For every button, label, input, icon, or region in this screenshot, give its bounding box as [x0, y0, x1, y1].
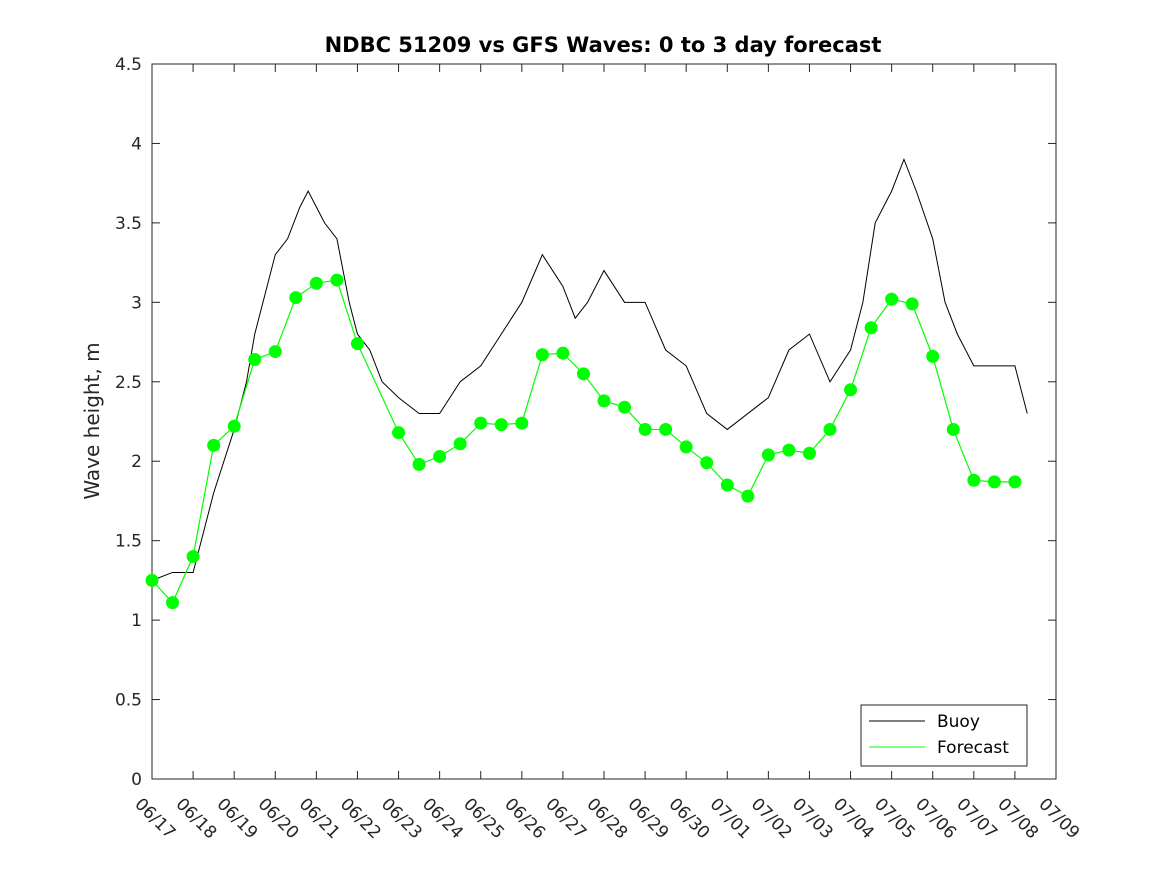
x-tick-label: 06/20 — [254, 794, 303, 843]
forecast-point — [392, 426, 406, 440]
forecast-point — [330, 273, 344, 287]
y-tick-label: 4 — [131, 134, 142, 154]
forecast-point — [166, 596, 180, 610]
forecast-point — [905, 297, 919, 311]
y-tick-label: 3.5 — [115, 214, 142, 234]
forecast-point — [700, 456, 714, 470]
x-tick-label: 06/27 — [541, 794, 590, 843]
chart-title: NDBC 51209 vs GFS Waves: 0 to 3 day fore… — [325, 33, 882, 57]
forecast-point — [946, 422, 960, 436]
x-tick-label: 07/07 — [952, 794, 1001, 843]
x-tick-label: 07/09 — [1034, 794, 1083, 843]
x-tick-label: 06/28 — [582, 794, 631, 843]
y-tick-label: 0 — [131, 770, 142, 790]
y-tick-label: 2 — [131, 452, 142, 472]
y-tick-label: 3 — [131, 293, 142, 313]
y-tick-label: 1.5 — [115, 532, 142, 552]
legend-box — [860, 704, 1028, 767]
forecast-point — [885, 292, 899, 306]
forecast-point — [186, 550, 200, 564]
forecast-point — [289, 291, 303, 305]
forecast-point — [1008, 475, 1022, 489]
x-tick-label: 06/18 — [172, 794, 221, 843]
forecast-point — [227, 419, 241, 433]
forecast-point — [535, 348, 549, 362]
forecast-point — [761, 448, 775, 462]
x-tick-label: 06/30 — [665, 794, 714, 843]
forecast-point — [453, 437, 467, 451]
y-tick-label: 1 — [131, 611, 142, 631]
forecast-point — [309, 276, 323, 290]
legend: Buoy Forecast — [860, 704, 1028, 767]
axes-box — [151, 63, 1057, 780]
x-tick-label: 06/25 — [459, 794, 508, 843]
x-tick-label: 07/03 — [788, 794, 837, 843]
forecast-point — [926, 349, 940, 363]
x-tick-label: 06/19 — [213, 794, 262, 843]
forecast-point — [433, 449, 447, 463]
x-tick-label: 06/22 — [336, 794, 385, 843]
forecast-point — [987, 475, 1001, 489]
forecast-point — [145, 573, 159, 587]
forecast-point — [350, 337, 364, 351]
forecast-point — [638, 422, 652, 436]
x-tick-label: 07/02 — [747, 794, 796, 843]
series-buoy-line — [151, 157, 1028, 581]
forecast-point — [659, 422, 673, 436]
x-tick-label: 06/23 — [377, 794, 426, 843]
forecast-point — [412, 457, 426, 471]
forecast-point — [268, 345, 282, 359]
forecast-point — [474, 416, 488, 430]
x-tick-label: 06/17 — [130, 794, 179, 843]
x-tick-label: 06/29 — [624, 794, 673, 843]
forecast-point — [864, 321, 878, 335]
x-tick-label: 07/04 — [829, 794, 878, 843]
y-axis-label: Wave height, m — [80, 342, 104, 499]
forecast-point — [967, 473, 981, 487]
forecast-point — [207, 438, 221, 452]
y-tick-label: 0.5 — [115, 691, 142, 711]
legend-buoy-label: Buoy — [937, 712, 980, 732]
forecast-point — [679, 440, 693, 454]
x-tick-label: 07/08 — [993, 794, 1042, 843]
forecast-point — [823, 422, 837, 436]
x-tick-label: 06/21 — [295, 794, 344, 843]
legend-forecast-label: Forecast — [937, 738, 1009, 758]
forecast-point — [720, 478, 734, 492]
forecast-point — [802, 446, 816, 460]
x-tick-label: 06/26 — [500, 794, 549, 843]
y-tick-label: 2.5 — [115, 373, 142, 393]
forecast-point — [515, 416, 529, 430]
forecast-point — [248, 353, 262, 367]
forecast-point — [844, 383, 858, 397]
forecast-point — [618, 400, 632, 414]
y-tick-label: 4.5 — [115, 55, 142, 75]
forecast-point — [494, 418, 508, 432]
x-tick-label: 07/01 — [706, 794, 755, 843]
x-tick-label: 07/05 — [870, 794, 919, 843]
x-tick-label: 07/06 — [911, 794, 960, 843]
forecast-point — [741, 489, 755, 503]
x-tick-label: 06/24 — [418, 794, 467, 843]
forecast-point — [576, 367, 590, 381]
forecast-point — [556, 346, 570, 360]
forecast-point — [782, 443, 796, 457]
forecast-point — [597, 394, 611, 408]
